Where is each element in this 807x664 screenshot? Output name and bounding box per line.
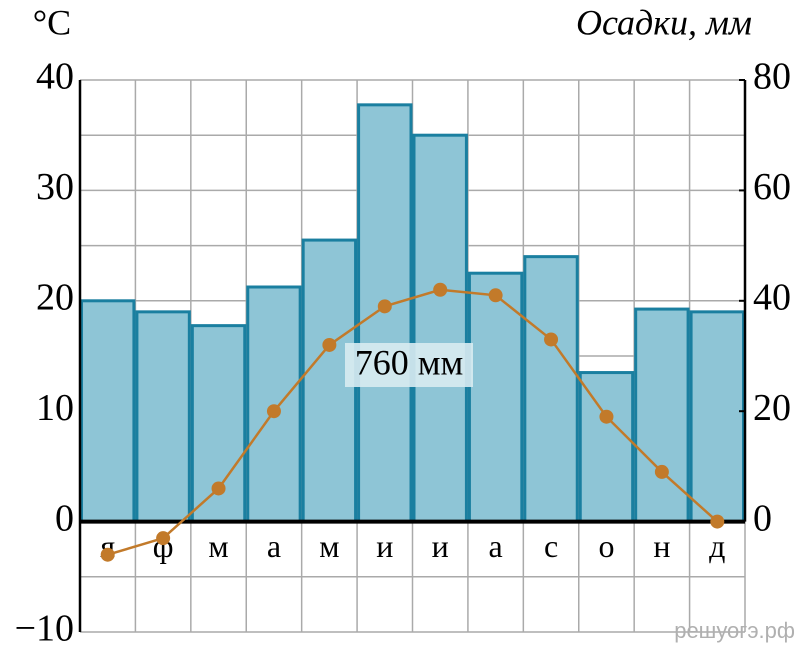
y2-tick-label: 0 (753, 497, 772, 539)
precipitation-bar (357, 103, 413, 524)
precipitation-bar (467, 271, 524, 524)
y-axis-label: °C (33, 2, 71, 42)
precipitation-bar (135, 310, 191, 524)
temperature-point (377, 299, 392, 314)
temperature-point (654, 464, 669, 479)
annotation: 760 мм (355, 342, 464, 382)
y-tick-label: 20 (36, 277, 74, 319)
temperature-point (433, 282, 448, 297)
y-tick-label: −10 (15, 608, 74, 650)
y2-tick-label: 60 (753, 166, 791, 208)
x-tick-label: а (267, 528, 281, 564)
temperature-point (211, 481, 226, 496)
precipitation-bar (523, 255, 579, 524)
y-tick-label: 30 (36, 166, 74, 208)
y-tick-label: 10 (36, 387, 74, 429)
temperature-point (266, 404, 281, 419)
temperature-point (156, 531, 171, 546)
x-tick-label: н (653, 528, 670, 564)
x-tick-label: м (208, 528, 228, 564)
precipitation-bar (80, 299, 136, 524)
temperature-point (544, 332, 559, 347)
watermark: решуогэ.рф (674, 618, 795, 643)
x-tick-label: о (598, 528, 614, 564)
y2-tick-label: 80 (753, 56, 791, 98)
precipitation-bar (689, 310, 745, 524)
annotation-box (345, 343, 473, 387)
temperature-point (488, 288, 503, 303)
x-tick-label: а (489, 528, 503, 564)
x-tick-label: д (709, 528, 725, 564)
temperature-line (107, 288, 719, 556)
precipitation-bar (578, 371, 635, 524)
y-tick-label: 40 (36, 56, 74, 98)
x-tick-label: м (319, 528, 339, 564)
precipitation-bar (412, 133, 468, 524)
precipitation-bar (634, 307, 690, 524)
temperature-point (322, 337, 337, 352)
y-tick-label: 0 (55, 497, 74, 539)
y2-tick-label: 40 (753, 277, 791, 319)
x-tick-label: и (376, 528, 393, 564)
temperature-point (599, 409, 614, 424)
temperature-point (710, 514, 725, 529)
y2-axis-label: Осадки, мм (576, 2, 752, 42)
bars (80, 103, 745, 524)
temperature-point (100, 547, 115, 562)
y2-tick-label: 20 (753, 387, 791, 429)
x-tick-label: и (432, 528, 449, 564)
x-tick-label: с (544, 528, 558, 564)
